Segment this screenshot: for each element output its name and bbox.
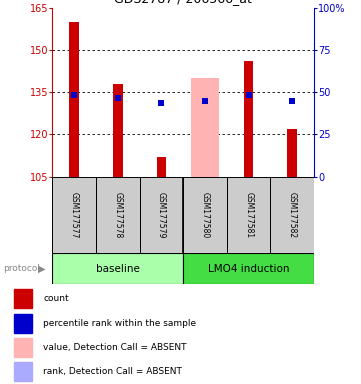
Text: count: count (43, 294, 69, 303)
Bar (69, 22, 79, 177)
Text: LMO4 induction: LMO4 induction (208, 264, 290, 274)
Bar (14, 289, 32, 308)
Bar (52, 253, 183, 284)
Bar (113, 84, 123, 177)
Bar (14, 362, 32, 381)
Text: GSM177577: GSM177577 (70, 192, 79, 238)
Bar (183, 177, 227, 253)
Text: GSM177580: GSM177580 (200, 192, 209, 238)
Bar (14, 338, 32, 357)
Bar (140, 177, 183, 253)
Bar (14, 314, 32, 333)
Text: percentile rank within the sample: percentile rank within the sample (43, 319, 196, 328)
Title: GDS2787 / 206566_at: GDS2787 / 206566_at (114, 0, 252, 5)
Bar (52, 177, 96, 253)
Text: GSM177578: GSM177578 (113, 192, 122, 238)
Bar (183, 253, 314, 284)
Text: GSM177581: GSM177581 (244, 192, 253, 238)
Text: baseline: baseline (96, 264, 140, 274)
Bar (157, 157, 166, 177)
Text: GSM177579: GSM177579 (157, 192, 166, 238)
Text: value, Detection Call = ABSENT: value, Detection Call = ABSENT (43, 343, 187, 352)
Bar (227, 177, 270, 253)
Bar (191, 78, 219, 177)
Bar (287, 129, 297, 177)
Text: rank, Detection Call = ABSENT: rank, Detection Call = ABSENT (43, 367, 182, 376)
Bar (244, 61, 253, 177)
Text: ▶: ▶ (38, 264, 45, 274)
Bar (270, 177, 314, 253)
Bar (96, 177, 140, 253)
Text: protocol: protocol (4, 264, 40, 273)
Text: GSM177582: GSM177582 (288, 192, 297, 238)
